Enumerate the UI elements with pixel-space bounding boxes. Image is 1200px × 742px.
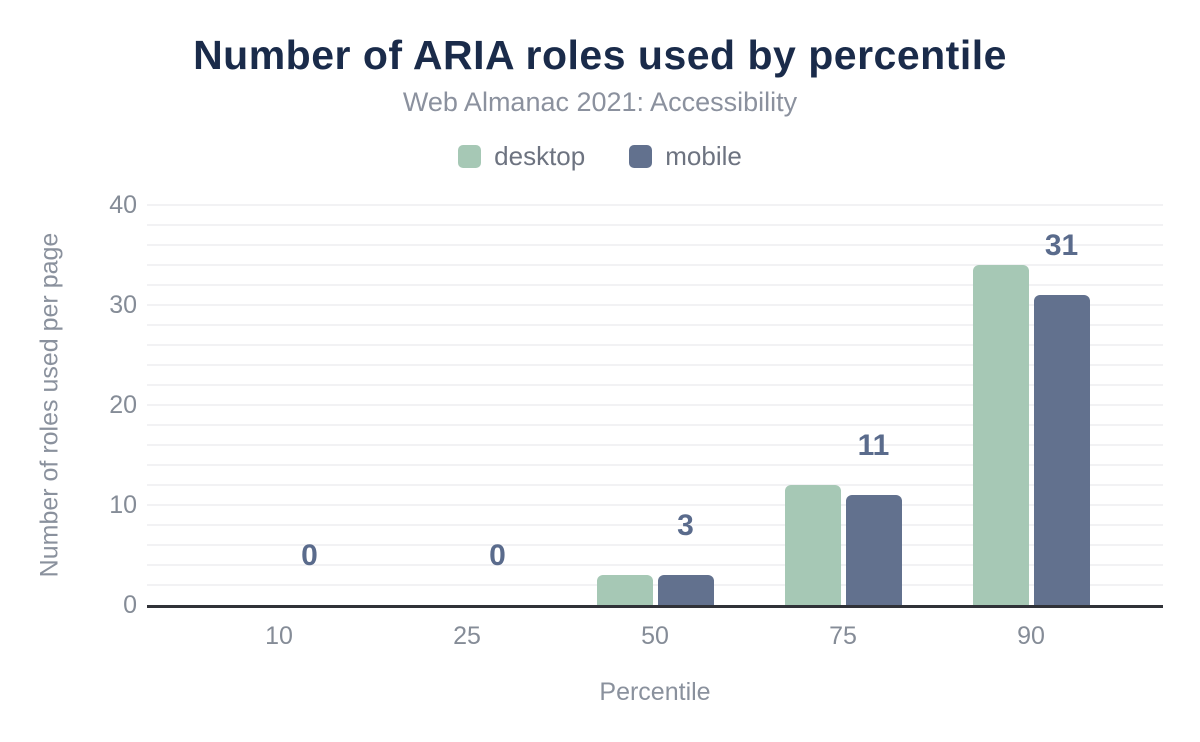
data-label-p10: 0 bbox=[301, 539, 318, 572]
data-label-p90: 31 bbox=[1044, 229, 1079, 262]
gridline bbox=[147, 304, 1163, 306]
y-tick-label: 0 bbox=[123, 591, 137, 619]
y-tick-label: 30 bbox=[109, 291, 137, 319]
bar-desktop-p75[interactable] bbox=[784, 485, 841, 605]
gridline bbox=[147, 404, 1163, 406]
data-label-p25: 0 bbox=[489, 539, 506, 572]
gridline bbox=[147, 264, 1163, 266]
y-tick-label: 10 bbox=[109, 491, 137, 519]
gridline bbox=[147, 324, 1163, 326]
gridline bbox=[147, 284, 1163, 286]
gridline bbox=[147, 584, 1163, 586]
bar-desktop-p90[interactable] bbox=[972, 265, 1029, 605]
legend-item-desktop[interactable]: desktop bbox=[458, 141, 585, 172]
gridline bbox=[147, 424, 1163, 426]
gridline bbox=[147, 504, 1163, 506]
x-tick-label-75: 75 bbox=[829, 622, 857, 650]
plot-area: 0 0 3 11 31 bbox=[147, 204, 1163, 608]
gridline bbox=[147, 464, 1163, 466]
bar-mobile-p50[interactable] bbox=[657, 575, 714, 605]
gridline bbox=[147, 364, 1163, 366]
y-tick-label: 40 bbox=[109, 191, 137, 219]
x-tick-label-10: 10 bbox=[265, 622, 293, 650]
bar-group-25: 0 bbox=[373, 205, 561, 605]
gridline bbox=[147, 524, 1163, 526]
gridline bbox=[147, 544, 1163, 546]
bar-group-10: 0 bbox=[185, 205, 373, 605]
chart-title: Number of ARIA roles used by percentile bbox=[193, 32, 1007, 78]
gridline bbox=[147, 484, 1163, 486]
legend-swatch-icon bbox=[629, 145, 653, 168]
gridline bbox=[147, 564, 1163, 566]
gridline bbox=[147, 444, 1163, 446]
x-tick-label-90: 90 bbox=[1017, 622, 1045, 650]
x-tick-label-50: 50 bbox=[641, 622, 669, 650]
bar-group-90: 31 bbox=[937, 205, 1125, 605]
bar-group-75: 11 bbox=[749, 205, 937, 605]
legend-item-mobile[interactable]: mobile bbox=[629, 141, 742, 172]
bar-mobile-p75[interactable] bbox=[845, 495, 902, 605]
legend-swatch-icon bbox=[458, 145, 482, 168]
x-axis-title: Percentile bbox=[599, 678, 711, 706]
gridline bbox=[147, 344, 1163, 346]
bar-group-50: 3 bbox=[561, 205, 749, 605]
legend-label: desktop bbox=[494, 141, 586, 171]
gridline bbox=[147, 384, 1163, 386]
bar-mobile-p90[interactable] bbox=[1033, 295, 1090, 605]
x-tick-label-25: 25 bbox=[453, 622, 481, 650]
gridline bbox=[147, 244, 1163, 246]
gridline bbox=[147, 224, 1163, 226]
data-label-p75: 11 bbox=[857, 429, 890, 462]
data-label-p50: 3 bbox=[677, 509, 694, 542]
legend: desktop mobile bbox=[0, 141, 1200, 172]
bar-desktop-p50[interactable] bbox=[596, 575, 653, 605]
y-tick-label: 20 bbox=[109, 391, 137, 419]
gridline bbox=[147, 204, 1163, 206]
legend-label: mobile bbox=[665, 141, 742, 171]
chart-subtitle: Web Almanac 2021: Accessibility bbox=[402, 87, 798, 117]
